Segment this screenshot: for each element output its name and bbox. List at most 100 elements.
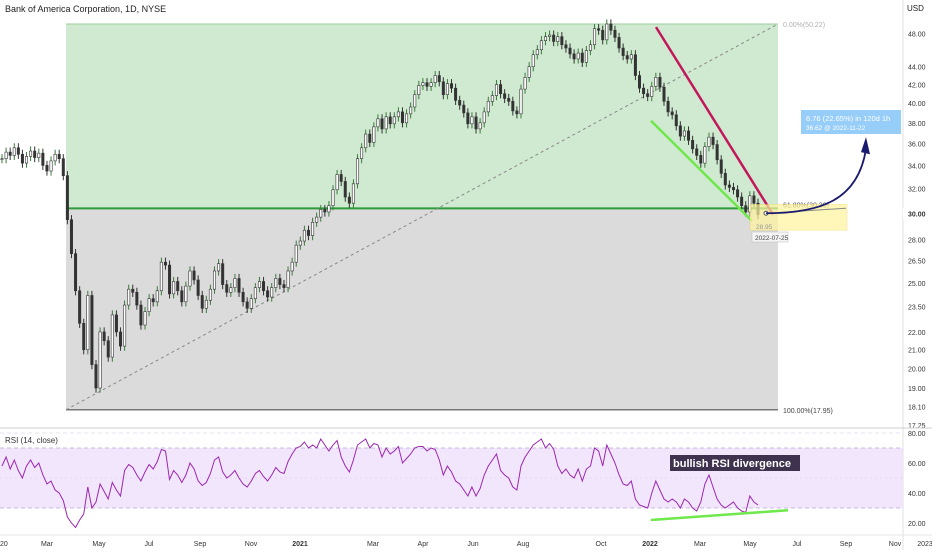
price-candle <box>176 281 180 292</box>
price-candle <box>658 76 662 88</box>
price-candle <box>172 281 176 295</box>
price-candle <box>527 66 531 78</box>
price-candle <box>20 153 24 164</box>
price-candle <box>155 290 159 303</box>
price-candle <box>311 221 315 236</box>
price-candle <box>257 281 261 288</box>
price-candle <box>8 151 12 156</box>
price-candle <box>613 29 617 38</box>
price-candle <box>727 184 731 188</box>
price-candle <box>572 53 576 60</box>
price-candle <box>208 288 212 301</box>
price-candle <box>127 288 131 306</box>
price-candle <box>588 44 592 51</box>
rsi-tick-label: 80.00 <box>908 431 926 438</box>
price-candle <box>74 253 78 292</box>
price-tick-label: 25.00 <box>908 281 926 288</box>
price-tick-label: 44.00 <box>908 65 926 72</box>
time-tick-label: Nov <box>245 541 258 548</box>
price-candle <box>556 36 560 42</box>
price-candle <box>331 189 335 206</box>
price-candle <box>184 285 188 303</box>
price-candle <box>642 87 646 95</box>
price-candle <box>57 153 61 159</box>
price-candle <box>53 153 57 162</box>
price-tick-label: 23.50 <box>908 305 926 312</box>
time-tick-label: Aug <box>517 541 530 548</box>
price-candle <box>315 216 319 223</box>
price-candle <box>445 83 449 95</box>
price-candle <box>503 93 507 99</box>
price-candle <box>0 158 4 160</box>
price-candle <box>90 295 94 365</box>
price-candle <box>486 100 490 113</box>
time-tick-label: Apr <box>418 541 430 548</box>
price-candle <box>212 270 216 290</box>
price-candle <box>376 118 380 128</box>
price-candle <box>392 116 396 125</box>
rsi-line <box>1 437 759 529</box>
price-candle <box>102 331 106 342</box>
price-candle <box>360 147 364 159</box>
price-candle <box>368 133 372 143</box>
projection-arrow <box>765 148 867 215</box>
price-candle <box>119 331 123 347</box>
price-candle <box>114 314 118 333</box>
price-tick-label: 28.00 <box>908 238 926 245</box>
date-flag-box <box>751 231 789 243</box>
price-candle <box>568 47 572 55</box>
price-candle <box>478 122 482 130</box>
rsi-tick-label: 60.00 <box>908 461 926 468</box>
price-candle <box>458 100 462 106</box>
price-candle <box>163 261 167 266</box>
price-candle <box>41 152 45 166</box>
price-candle <box>552 34 556 42</box>
price-candle <box>204 299 208 309</box>
price-candle <box>576 52 580 60</box>
price-candle <box>707 136 711 148</box>
price-tick-label: 38.00 <box>908 121 926 128</box>
time-tick-label: Sep <box>194 541 207 548</box>
price-candle <box>278 278 282 285</box>
price-candle <box>245 301 249 309</box>
price-candle <box>535 49 539 56</box>
price-candle <box>650 86 654 97</box>
price-tick-label: 26.50 <box>908 259 926 266</box>
price-candle <box>715 144 719 161</box>
price-candle <box>282 284 286 288</box>
price-candle <box>37 152 41 158</box>
price-tick-label: 19.00 <box>908 386 926 393</box>
time-tick-label: Sep <box>840 541 853 548</box>
price-candle <box>217 263 221 272</box>
price-candle <box>180 290 184 303</box>
time-tick-label: May <box>743 541 757 548</box>
time-tick-label: Mar <box>367 541 380 548</box>
price-candle <box>564 44 568 49</box>
price-candle <box>544 36 548 41</box>
time-tick-label: Mar <box>41 541 54 548</box>
projection-arrowhead <box>861 137 870 155</box>
price-candle <box>139 304 143 326</box>
price-candle <box>327 205 331 213</box>
price-candle <box>347 196 351 204</box>
price-candle <box>233 278 237 288</box>
price-candle <box>519 88 523 115</box>
price-tick-label: 32.00 <box>908 187 926 194</box>
price-candle <box>405 113 409 124</box>
price-candle <box>421 82 425 86</box>
price-candle <box>699 155 703 164</box>
price-candle <box>335 174 339 191</box>
price-candle <box>151 298 155 303</box>
currency-label: USD <box>907 4 924 13</box>
price-candle <box>731 187 735 191</box>
price-candle <box>617 37 621 49</box>
time-tick-label: Oct <box>596 541 607 548</box>
date-flag-label: 2022-07-25 <box>755 235 789 242</box>
projection-change-label: 6.76 (22.65%) in 120d 1h <box>806 114 890 123</box>
price-candle <box>143 311 147 326</box>
price-candle <box>515 110 519 115</box>
price-candle <box>511 100 515 112</box>
price-candle <box>740 196 744 206</box>
